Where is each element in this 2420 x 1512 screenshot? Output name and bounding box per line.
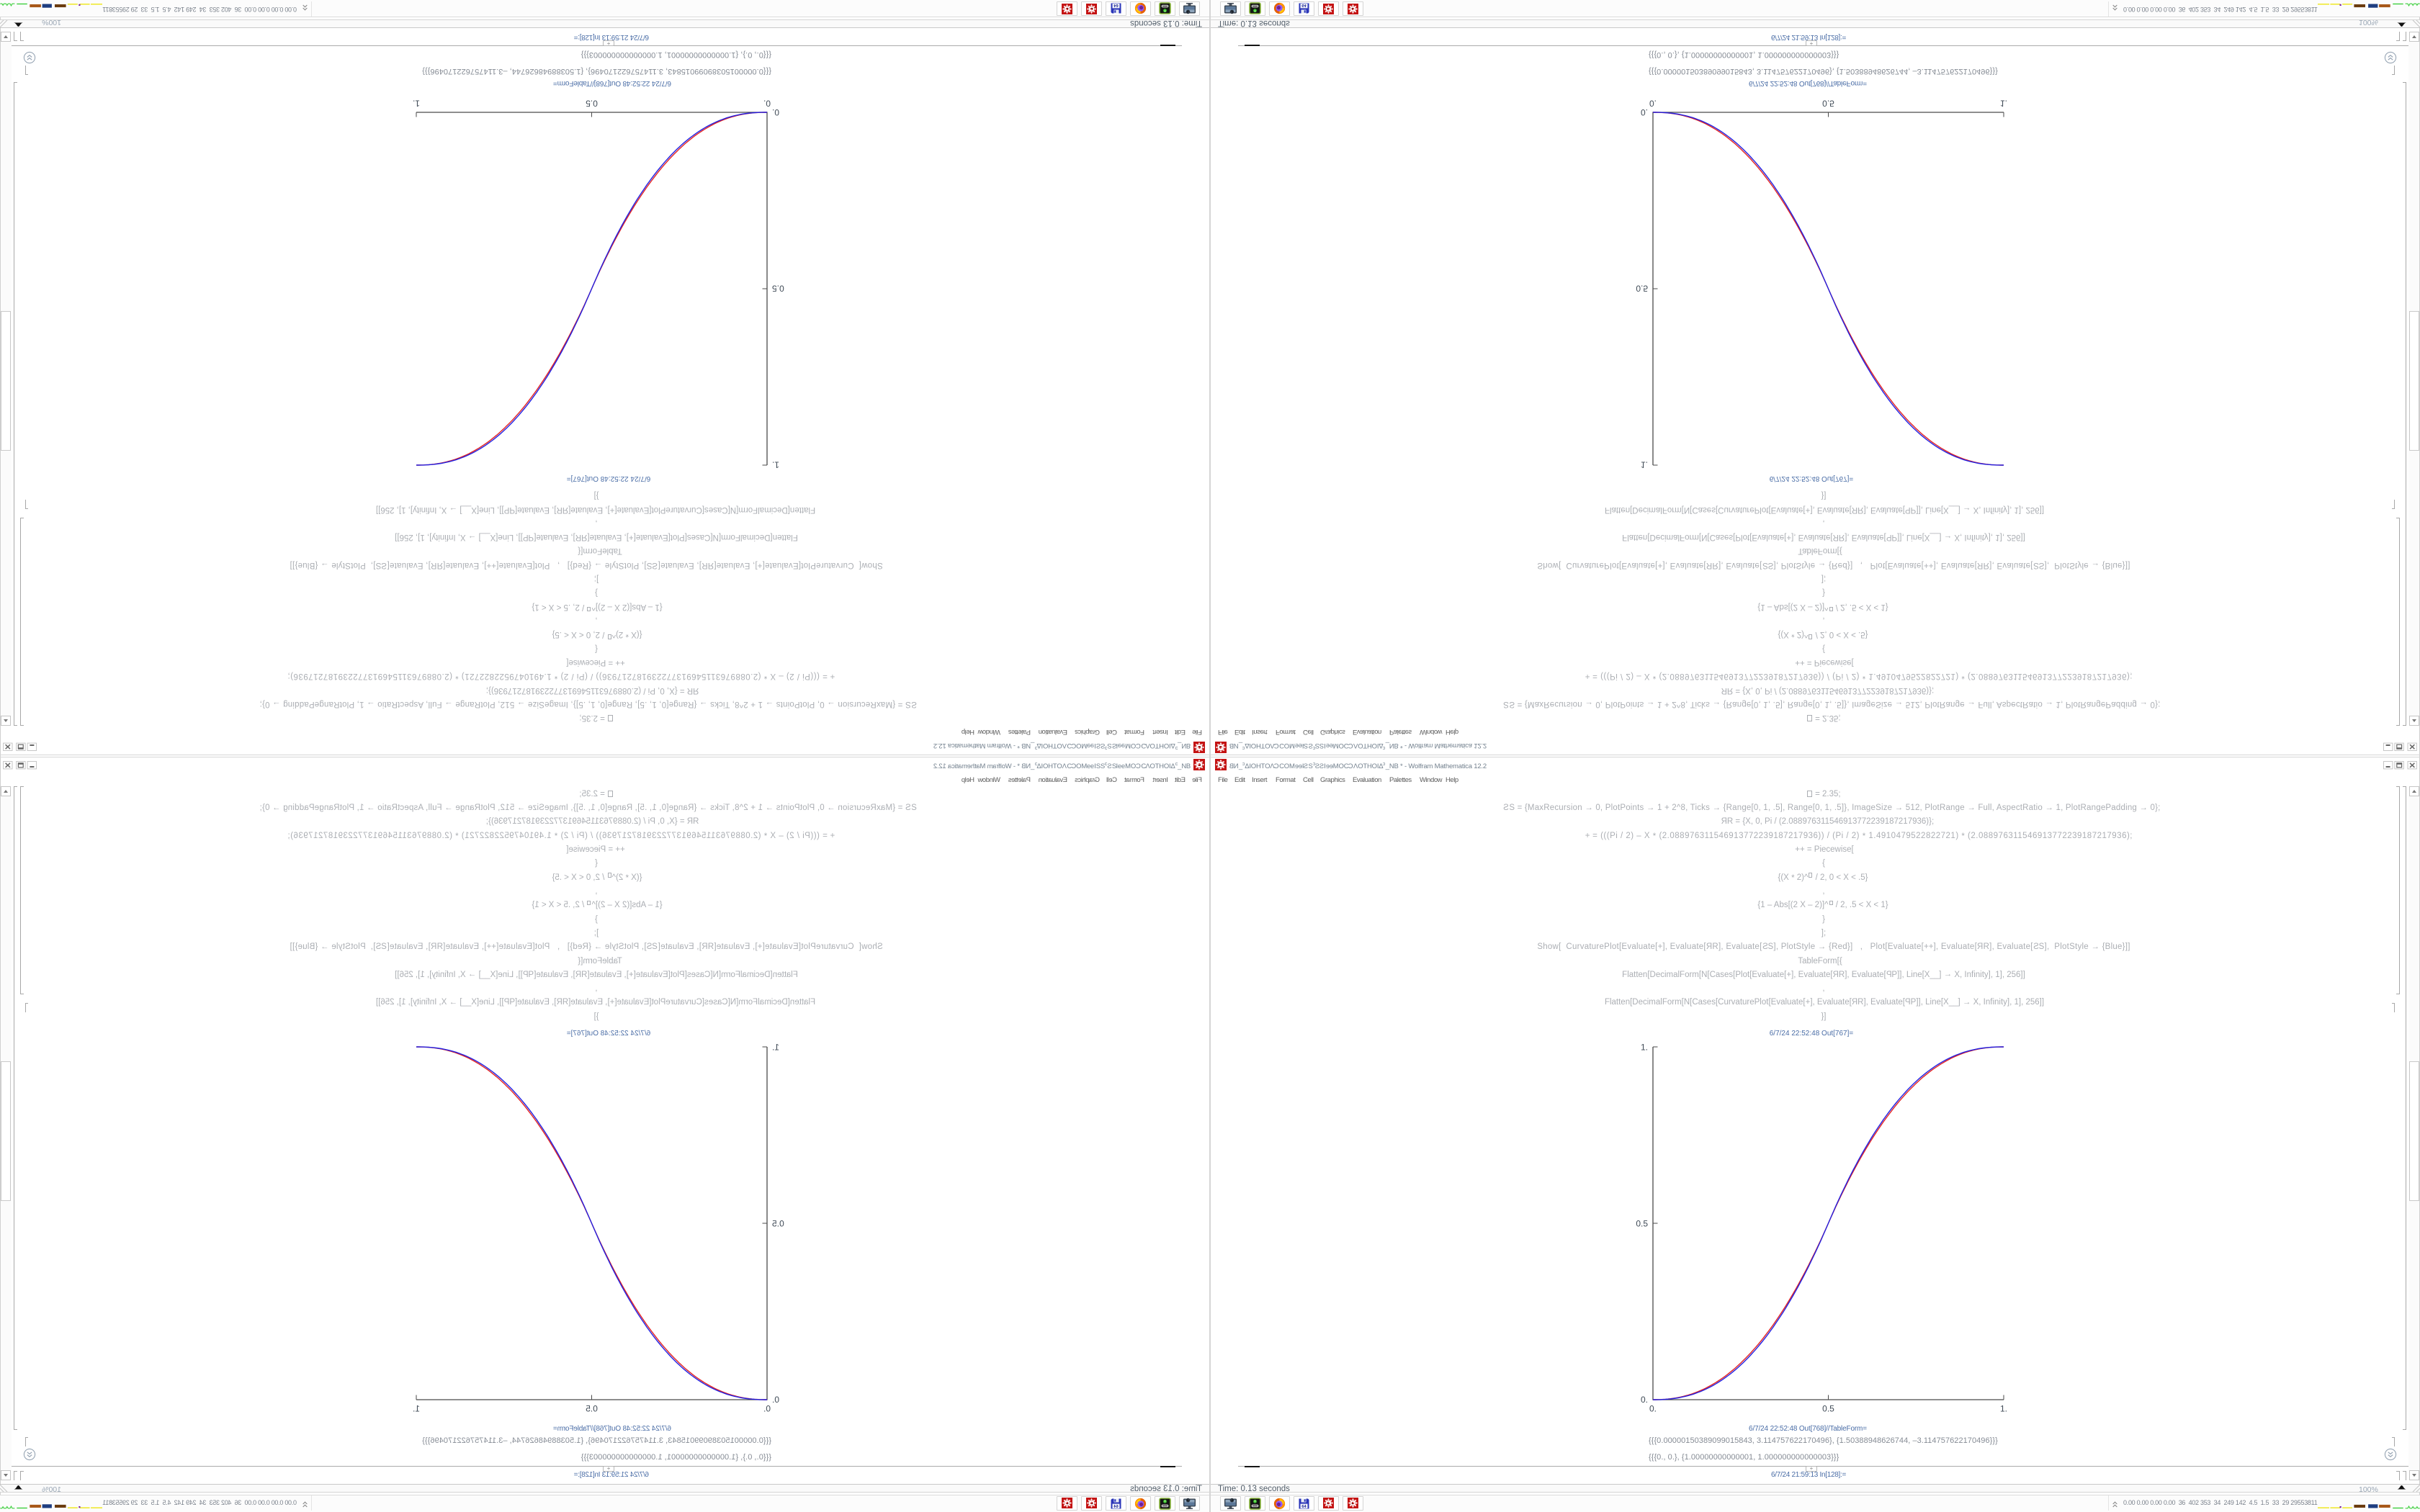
svg-text:0.5: 0.5 (586, 1404, 598, 1414)
svg-text:0.5: 0.5 (772, 1219, 784, 1229)
svg-text:0.: 0. (763, 1404, 771, 1414)
svg-text:1.: 1. (1641, 1043, 1648, 1053)
svg-text:0.5: 0.5 (1636, 1219, 1648, 1229)
svg-text:1.: 1. (2000, 99, 2007, 109)
svg-text:64: 64 (1113, 1505, 1119, 1509)
svg-text:64: 64 (1301, 1505, 1307, 1509)
svg-text:0.5: 0.5 (1822, 99, 1834, 109)
svg-text:0.: 0. (1641, 1395, 1648, 1405)
svg-text:0.: 0. (1649, 1404, 1657, 1414)
svg-text:0.: 0. (1649, 99, 1657, 109)
svg-text:64: 64 (1113, 3, 1119, 7)
svg-text:1.: 1. (413, 99, 420, 109)
svg-text:64: 64 (1301, 3, 1307, 7)
svg-text:0.5: 0.5 (772, 284, 784, 294)
svg-text:0.5: 0.5 (1636, 284, 1648, 294)
svg-text:0.5: 0.5 (1822, 1404, 1834, 1414)
svg-text:0.: 0. (772, 107, 779, 117)
svg-text:0.5: 0.5 (586, 99, 598, 109)
svg-text:1.: 1. (772, 460, 779, 470)
svg-text:1.: 1. (2000, 1404, 2007, 1414)
svg-text:1.: 1. (1641, 460, 1648, 470)
svg-text:1.: 1. (413, 1404, 420, 1414)
svg-text:1.: 1. (772, 1043, 779, 1053)
svg-text:0.: 0. (763, 99, 771, 109)
svg-text:0.: 0. (1641, 107, 1648, 117)
svg-text:0.: 0. (772, 1395, 779, 1405)
